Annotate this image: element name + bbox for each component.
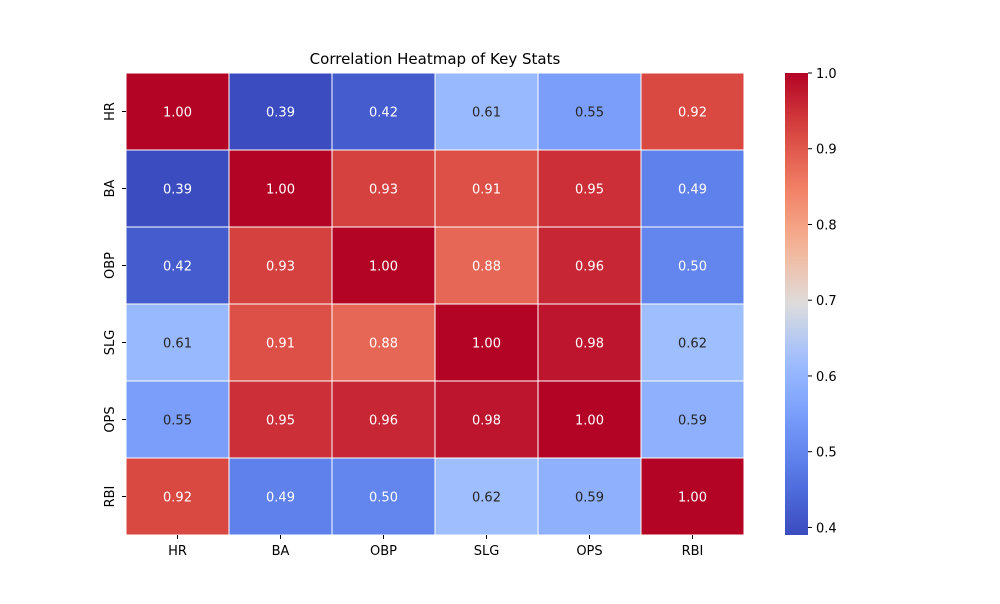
heatmap-cell (228, 303, 333, 382)
heatmap-cell (640, 226, 745, 305)
heatmap-cell (537, 380, 642, 459)
cell-value-label: 0.96 (575, 260, 604, 275)
heatmap-cell (640, 72, 745, 151)
cell-value-label: 0.98 (575, 337, 604, 352)
cell-value-label: 0.49 (678, 183, 707, 198)
cell-value-label: 1.00 (266, 183, 295, 198)
heatmap-cell (537, 226, 642, 305)
cell-value-label: 0.55 (575, 106, 604, 121)
heatmap-annotations: 1.00 0.39 0.42 0.61 0.55 0.92 0.39 1.00 0.93 0.91… (163, 106, 707, 506)
cell-value-label: 0.95 (266, 414, 295, 429)
heatmap-cell (434, 380, 539, 459)
cell-value-label: 0.50 (369, 491, 398, 506)
heatmap-cell (434, 226, 539, 305)
colorbar-gradient (785, 73, 808, 535)
heatmap-cell (228, 149, 333, 228)
heatmap-cell (434, 303, 539, 382)
colorbar-tick-label: 0.7 (816, 294, 837, 309)
colorbar-tick-label: 0.4 (816, 521, 837, 536)
heatmap-cell (537, 303, 642, 382)
y-tick-label: BA (103, 179, 118, 197)
cell-value-label: 0.59 (678, 414, 707, 429)
cell-value-label: 0.50 (678, 260, 707, 275)
heatmap-cell (331, 226, 436, 305)
cell-value-label: 1.00 (472, 337, 501, 352)
y-tick-label: OBP (103, 252, 118, 279)
heatmap-cell (228, 72, 333, 151)
cell-value-label: 0.88 (472, 260, 501, 275)
cell-value-label: 0.98 (472, 414, 501, 429)
heatmap-cell (537, 457, 642, 536)
x-tick-label: OPS (576, 544, 602, 559)
heatmap-cell (125, 380, 230, 459)
cell-value-label: 0.91 (472, 183, 501, 198)
heatmap-cell (125, 72, 230, 151)
heatmap-cell (125, 303, 230, 382)
colorbar-ticks: 0.4 0.5 0.6 0.7 0.8 0.9 1.0 (808, 67, 837, 536)
heatmap-cell (640, 380, 745, 459)
chart-title: Correlation Heatmap of Key Stats (310, 50, 561, 68)
cell-value-label: 0.55 (163, 414, 192, 429)
heatmap-cells (125, 72, 745, 536)
y-tick-label: HR (103, 102, 118, 121)
x-tick-label: BA (272, 544, 290, 559)
heatmap-cell (537, 72, 642, 151)
heatmap-cell (640, 303, 745, 382)
colorbar-tick-label: 0.5 (816, 446, 837, 461)
y-tick-label: RBI (103, 486, 118, 508)
y-axis: HR BA OBP SLG OPS RBI (103, 102, 126, 507)
colorbar-tick-label: 0.9 (816, 143, 837, 158)
heatmap-cell (640, 457, 745, 536)
x-tick-label: HR (168, 544, 187, 559)
x-tick-label: RBI (682, 544, 704, 559)
cell-value-label: 0.49 (266, 491, 295, 506)
cell-value-label: 0.61 (472, 106, 501, 121)
cell-value-label: 0.62 (678, 337, 707, 352)
heatmap-cell (228, 226, 333, 305)
cell-value-label: 0.42 (163, 260, 192, 275)
colorbar-tick-label: 0.6 (816, 370, 837, 385)
cell-value-label: 1.00 (575, 414, 604, 429)
x-axis: HR BA OBP SLG OPS RBI (168, 535, 703, 559)
cell-value-label: 0.42 (369, 106, 398, 121)
cell-value-label: 0.95 (575, 183, 604, 198)
cell-value-label: 1.00 (163, 106, 192, 121)
cell-value-label: 0.92 (678, 106, 707, 121)
cell-value-label: 0.96 (369, 414, 398, 429)
heatmap-cell (640, 149, 745, 228)
cell-value-label: 0.93 (266, 260, 295, 275)
heatmap-cell (125, 226, 230, 305)
heatmap-cell (331, 380, 436, 459)
heatmap-cell (331, 303, 436, 382)
y-tick-label: SLG (103, 330, 118, 356)
heatmap-cell (125, 457, 230, 536)
heatmap-cell (331, 72, 436, 151)
x-tick-label: OBP (370, 544, 397, 559)
cell-value-label: 0.62 (472, 491, 501, 506)
colorbar-tick-label: 1.0 (816, 67, 837, 82)
cell-value-label: 1.00 (369, 260, 398, 275)
cell-value-label: 0.91 (266, 337, 295, 352)
cell-value-label: 0.39 (266, 106, 295, 121)
heatmap-cell (434, 149, 539, 228)
cell-value-label: 0.59 (575, 491, 604, 506)
x-tick-label: SLG (474, 544, 500, 559)
heatmap-cell (434, 72, 539, 151)
colorbar-tick-label: 0.8 (816, 218, 837, 233)
cell-value-label: 0.39 (163, 183, 192, 198)
y-tick-label: OPS (103, 406, 118, 432)
cell-value-label: 0.88 (369, 337, 398, 352)
cell-value-label: 0.93 (369, 183, 398, 198)
cell-value-label: 0.92 (163, 491, 192, 506)
cell-value-label: 1.00 (678, 491, 707, 506)
cell-value-label: 0.61 (163, 337, 192, 352)
colorbar: 0.4 0.5 0.6 0.7 0.8 0.9 1.0 (785, 67, 837, 536)
